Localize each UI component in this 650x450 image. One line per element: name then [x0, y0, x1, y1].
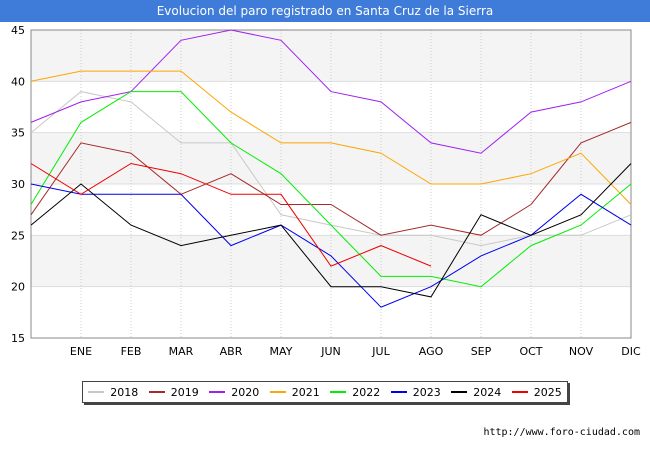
- chart-title: Evolucion del paro registrado en Santa C…: [0, 0, 650, 22]
- x-tick-label: SEP: [471, 345, 492, 358]
- legend-swatch: [451, 391, 468, 393]
- y-tick-label: 40: [11, 75, 25, 88]
- x-tick-label: NOV: [569, 345, 594, 358]
- y-tick-label: 35: [11, 127, 25, 140]
- x-tick-label: JUL: [371, 345, 390, 358]
- x-tick-label: MAR: [169, 345, 194, 358]
- grid-band: [31, 30, 631, 82]
- legend-label: 2021: [291, 385, 320, 399]
- y-tick-label: 45: [11, 24, 25, 37]
- legend-label: 2022: [352, 385, 381, 399]
- legend-swatch: [209, 391, 226, 393]
- grid-band: [31, 132, 631, 184]
- legend-swatch: [390, 391, 407, 393]
- legend-swatch: [330, 391, 347, 393]
- x-tick-label: JUN: [320, 345, 341, 358]
- y-tick-label: 15: [11, 332, 25, 345]
- legend-label: 2024: [473, 385, 502, 399]
- legend-item-2024: 2024: [451, 386, 501, 399]
- legend-item-2023: 2023: [390, 385, 441, 399]
- legend-swatch: [88, 391, 105, 393]
- legend-item-2021: 2021: [269, 385, 320, 399]
- legend-item-2020: 2020: [209, 386, 259, 399]
- series-line-2021: [30, 70, 632, 205]
- series-line-2025: [30, 162, 432, 267]
- y-tick-label: 30: [11, 178, 25, 191]
- legend-label: 2025: [533, 385, 562, 399]
- legend-label: 2019: [170, 385, 199, 399]
- legend-swatch: [511, 391, 528, 393]
- legend-label: 2020: [231, 385, 260, 399]
- chart-legend: 2018 2019 2020 2021 2022 2023 2024 2025: [82, 381, 568, 403]
- x-tick-label: OCT: [519, 345, 542, 358]
- series-line-2022: [30, 91, 632, 288]
- y-tick-label: 20: [11, 281, 25, 294]
- legend-label: 2023: [412, 385, 441, 399]
- x-tick-label: DIC: [621, 345, 641, 358]
- source-url: http://www.foro-ciudad.com: [483, 427, 640, 438]
- x-tick-label: ABR: [220, 345, 243, 358]
- legend-item-2025: 2025: [511, 385, 562, 399]
- legend-item-2022: 2022: [330, 386, 380, 399]
- series-line-2019: [30, 121, 632, 236]
- legend-label: 2018: [110, 385, 139, 399]
- x-tick-label: ENE: [70, 345, 92, 358]
- legend-item-2019: 2019: [148, 385, 199, 399]
- series-line-2024: [30, 163, 632, 298]
- legend-swatch: [269, 391, 286, 393]
- x-tick-label: MAY: [270, 345, 293, 358]
- legend-swatch: [148, 391, 165, 393]
- y-tick-label: 25: [11, 229, 25, 242]
- x-tick-label: AGO: [419, 345, 444, 358]
- x-tick-label: FEB: [121, 345, 142, 358]
- legend-item-2018: 2018: [88, 386, 138, 399]
